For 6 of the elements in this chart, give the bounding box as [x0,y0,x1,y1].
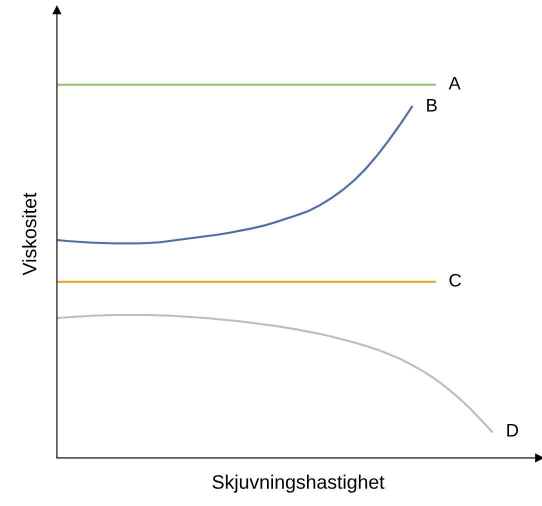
y-axis-title: Viskositet [22,192,36,276]
x-axis-title: Skjuvningshastighet [212,474,384,493]
series-label: C [450,274,461,287]
series-label: B [427,99,437,112]
series-label: D [507,424,518,436]
series-label: A [448,77,461,90]
